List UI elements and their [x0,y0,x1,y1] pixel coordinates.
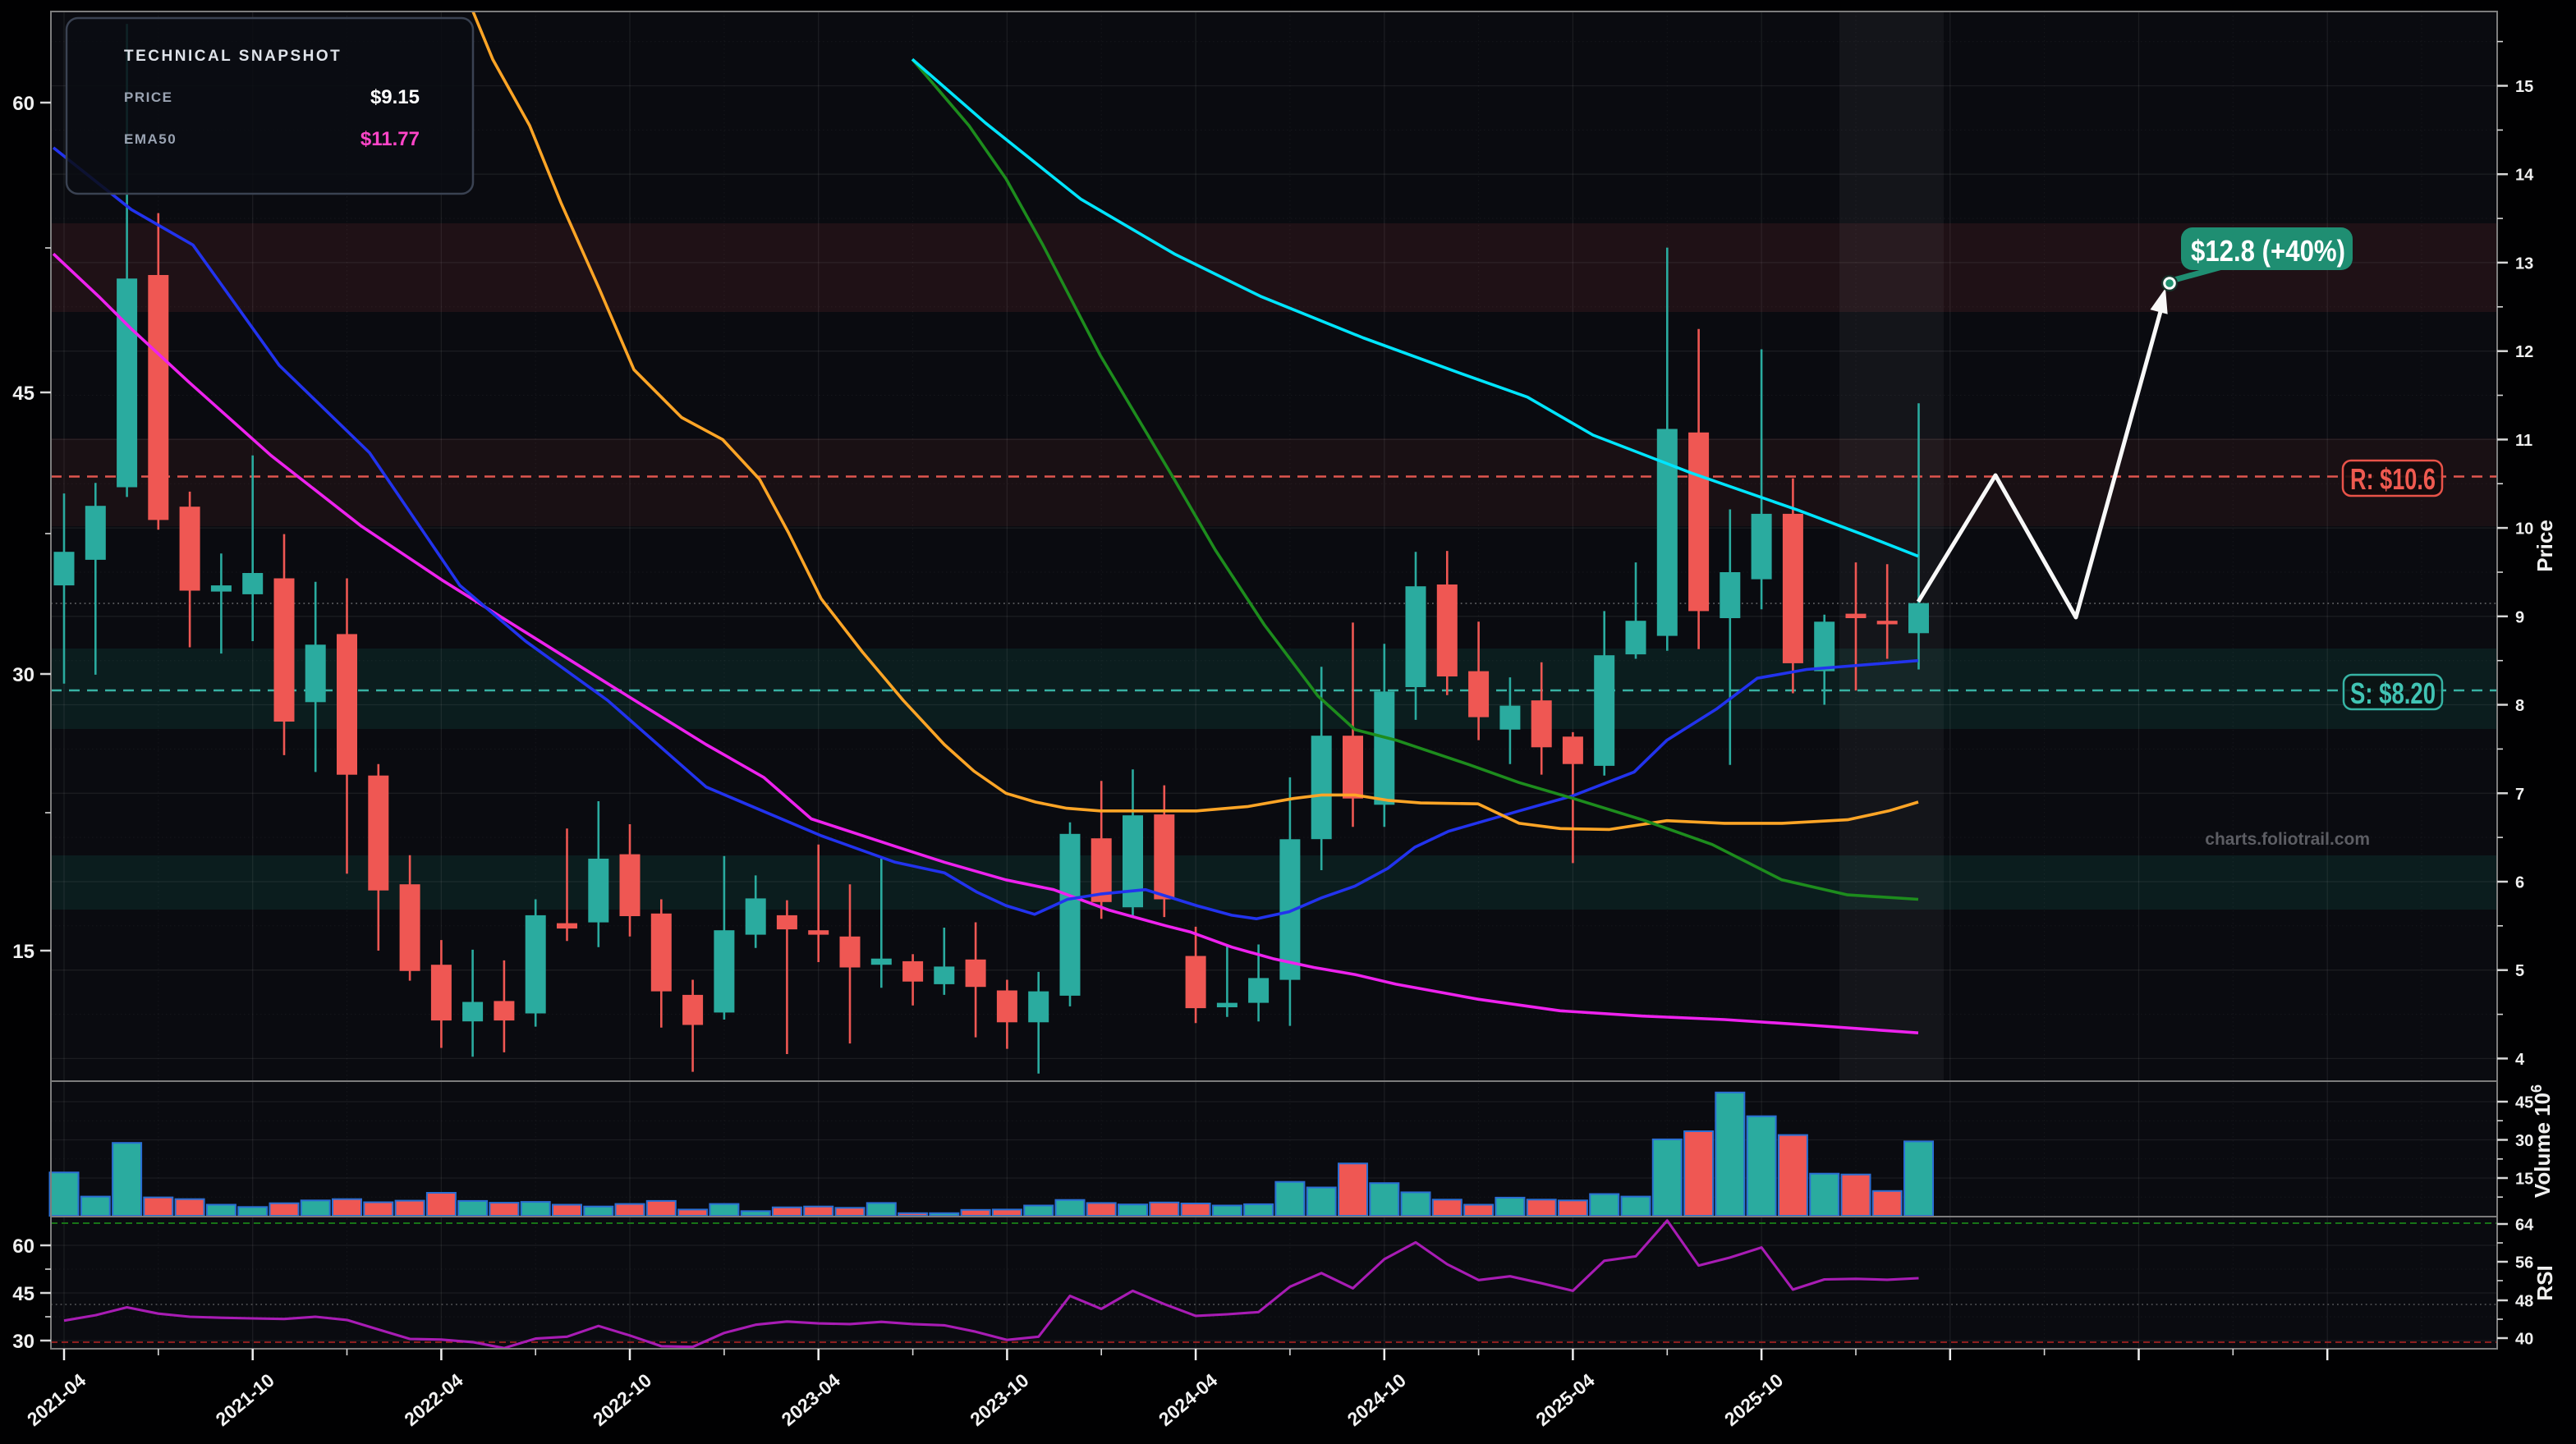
svg-text:R: $10.6: R: $10.6 [2350,462,2436,496]
svg-text:40: 40 [2515,1331,2533,1349]
svg-text:TECHNICAL SNAPSHOT: TECHNICAL SNAPSHOT [124,48,342,65]
svg-text:56: 56 [2515,1254,2533,1272]
svg-text:$9.15: $9.15 [370,86,420,108]
svg-text:12: 12 [2515,343,2533,361]
svg-text:45: 45 [12,383,34,405]
svg-text:48: 48 [2515,1293,2533,1311]
svg-text:S: $8.20: S: $8.20 [2350,676,2436,710]
svg-text:11: 11 [2515,432,2532,450]
svg-text:9: 9 [2515,608,2524,626]
svg-text:64: 64 [2515,1217,2534,1235]
svg-text:4: 4 [2515,1051,2525,1069]
svg-text:45: 45 [2515,1094,2533,1112]
svg-text:8: 8 [2515,697,2524,715]
svg-text:30: 30 [12,664,34,686]
svg-text:5: 5 [2515,962,2524,980]
svg-text:45: 45 [12,1283,34,1305]
svg-text:60: 60 [12,1235,34,1258]
svg-text:30: 30 [2515,1132,2533,1150]
svg-text:13: 13 [2515,254,2533,273]
svg-text:15: 15 [2515,1171,2533,1189]
svg-text:15: 15 [2515,78,2533,96]
svg-text:14: 14 [2515,167,2534,185]
svg-text:$11.77: $11.77 [360,128,420,150]
svg-text:charts.foliotrail.com: charts.foliotrail.com [2205,830,2370,849]
svg-text:Price: Price [2532,520,2557,572]
svg-text:60: 60 [12,93,34,115]
svg-text:RSI: RSI [2532,1265,2557,1300]
svg-text:PRICE: PRICE [124,89,172,105]
svg-text:30: 30 [12,1331,34,1353]
svg-text:6: 6 [2515,874,2524,892]
svg-text:Volume 106: Volume 106 [2528,1084,2555,1198]
svg-text:15: 15 [12,941,34,963]
svg-text:EMA50: EMA50 [124,131,177,147]
svg-text:10: 10 [2515,520,2533,539]
svg-text:7: 7 [2515,786,2524,804]
svg-text:$12.8 (+40%): $12.8 (+40%) [2191,234,2345,268]
